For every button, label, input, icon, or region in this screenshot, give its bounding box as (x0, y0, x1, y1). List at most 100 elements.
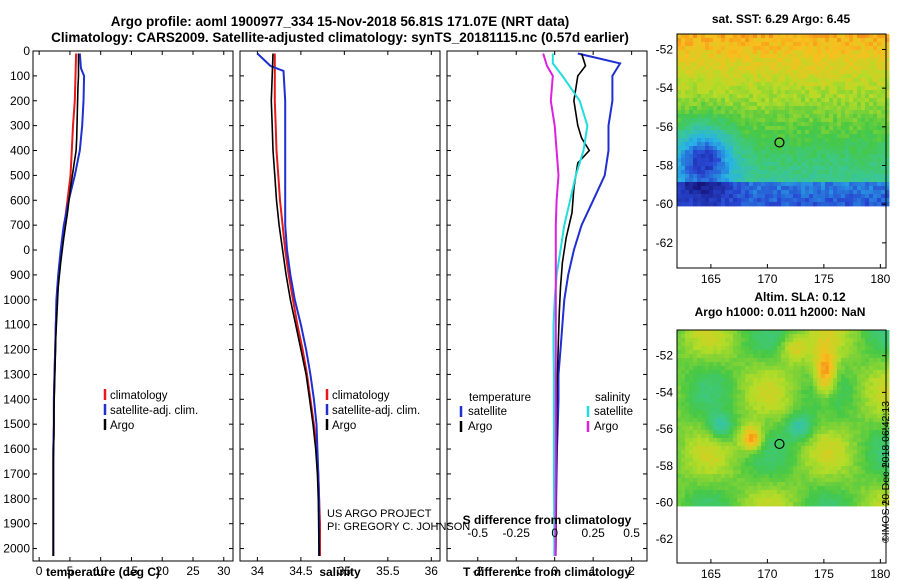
heatmap-cell (713, 418, 718, 423)
heatmap-cell (793, 34, 798, 39)
heatmap-cell (773, 158, 778, 163)
heatmap-cell (705, 82, 710, 87)
heatmap-cell (829, 330, 834, 335)
heatmap-cell (761, 346, 766, 351)
heatmap-cell (841, 358, 846, 363)
heatmap-cell (737, 470, 742, 475)
y-tick-label: 500 (10, 168, 30, 182)
heatmap-cell (765, 418, 770, 423)
heatmap-cell (881, 126, 886, 131)
heatmap-cell (785, 462, 790, 467)
heatmap-cell (801, 122, 806, 127)
heatmap-cell (813, 170, 818, 175)
heatmap-cell (841, 418, 846, 423)
heatmap-cell (689, 134, 694, 139)
heatmap-cell (833, 350, 838, 355)
heatmap-cell (745, 446, 750, 451)
heatmap-cell (801, 394, 806, 399)
heatmap-cell (781, 406, 786, 411)
heatmap-cell (765, 430, 770, 435)
heatmap-cell (837, 170, 842, 175)
heatmap-cell (769, 438, 774, 443)
heatmap-cell (701, 182, 706, 187)
heatmap-cell (841, 198, 846, 203)
heatmap-cell (865, 358, 870, 363)
heatmap-cell (857, 370, 862, 375)
heatmap-cell (885, 110, 890, 115)
heatmap-cell (713, 438, 718, 443)
heatmap-cell (825, 502, 830, 507)
heatmap-cell (869, 466, 874, 471)
heatmap-cell (733, 454, 738, 459)
heatmap-cell (689, 458, 694, 463)
heatmap-cell (813, 414, 818, 419)
heatmap-cell (833, 482, 838, 487)
heatmap-cell (693, 454, 698, 459)
heatmap-cell (885, 482, 890, 487)
heatmap-cell (757, 70, 762, 75)
heatmap-cell (853, 490, 858, 495)
heatmap-cell (805, 186, 810, 191)
x-tick-label: 180 (870, 567, 890, 580)
heatmap-cell (741, 158, 746, 163)
heatmap-cell (701, 422, 706, 427)
heatmap-cell (841, 146, 846, 151)
heatmap-cell (881, 494, 886, 499)
heatmap-cell (869, 422, 874, 427)
heatmap-cell (769, 418, 774, 423)
heatmap-cell (721, 450, 726, 455)
x-tick-label: 35.5 (376, 564, 400, 578)
heatmap-cell (829, 458, 834, 463)
heatmap-cell (749, 334, 754, 339)
heatmap-cell (849, 414, 854, 419)
heatmap-cell (693, 46, 698, 51)
heatmap-cell (741, 82, 746, 87)
heatmap-cell (837, 410, 842, 415)
heatmap-cell (685, 378, 690, 383)
heatmap-cell (873, 62, 878, 67)
heatmap-cell (793, 194, 798, 199)
heatmap-cell (745, 106, 750, 111)
heatmap-cell (829, 426, 834, 431)
heatmap-cell (725, 158, 730, 163)
heatmap-cell (737, 170, 742, 175)
heatmap-cell (681, 358, 686, 363)
heatmap-cell (877, 478, 882, 483)
heatmap-cell (713, 454, 718, 459)
heatmap-cell (817, 482, 822, 487)
y-tick-label: 400 (10, 144, 30, 158)
heatmap-cell (857, 102, 862, 107)
heatmap-cell (861, 150, 866, 155)
heatmap-cell (797, 434, 802, 439)
heatmap-cell (781, 134, 786, 139)
heatmap-cell (861, 130, 866, 135)
heatmap-cell (709, 502, 714, 507)
heatmap-cell (729, 198, 734, 203)
heatmap-cell (677, 490, 682, 495)
heatmap-cell (741, 494, 746, 499)
heatmap-cell (801, 138, 806, 143)
heatmap-cell (713, 62, 718, 67)
heatmap-cell (885, 90, 890, 95)
heatmap-cell (769, 190, 774, 195)
heatmap-cell (749, 162, 754, 167)
heatmap-cell (745, 74, 750, 79)
heatmap-cell (877, 54, 882, 59)
heatmap-cell (745, 486, 750, 491)
heatmap-cell (729, 78, 734, 83)
heatmap-cell (745, 142, 750, 147)
heatmap-cell (753, 138, 758, 143)
heatmap-cell (801, 454, 806, 459)
heatmap-cell (841, 490, 846, 495)
heatmap-cell (785, 94, 790, 99)
heatmap-cell (769, 50, 774, 55)
heatmap-cell (789, 70, 794, 75)
heatmap-cell (709, 62, 714, 67)
heatmap-cell (697, 490, 702, 495)
heatmap-cell (833, 182, 838, 187)
heatmap-cell (877, 386, 882, 391)
heatmap-cell (837, 90, 842, 95)
heatmap-cell (725, 478, 730, 483)
heatmap-cell (773, 86, 778, 91)
